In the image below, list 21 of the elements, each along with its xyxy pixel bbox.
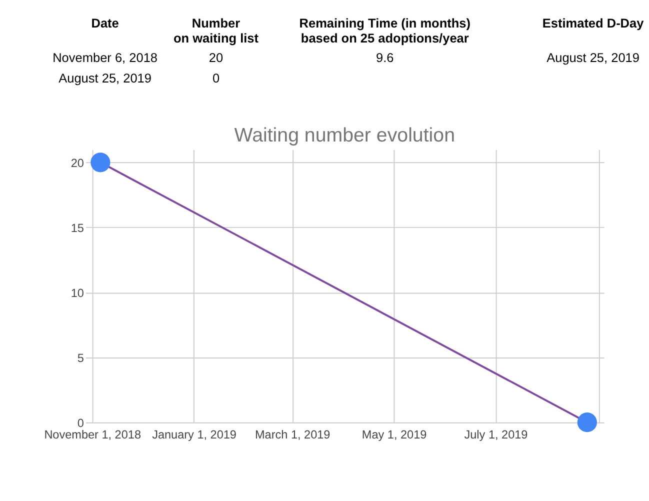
y-tick-label: 10: [70, 286, 84, 300]
text: November 6, 2018: [52, 50, 158, 66]
x-tick-label: March 1, 2019: [255, 428, 330, 442]
x-tick-label: January 1, 2019: [152, 428, 236, 442]
text: Date: [91, 16, 119, 31]
y-tick-label: 20: [70, 156, 84, 170]
x-tick-label: November 1, 2018: [44, 428, 142, 442]
y-tick-label: 0: [77, 416, 84, 430]
x-tick-label: July 1, 2019: [464, 428, 528, 442]
text: 0: [212, 70, 220, 86]
text: August 25, 2019: [546, 50, 640, 66]
text: Estimated D-Day: [542, 16, 645, 31]
chart-title: Waiting number evolution: [234, 124, 455, 147]
text: 20: [208, 50, 224, 66]
y-tick-label: 15: [70, 222, 84, 235]
y-tick-label: 5: [77, 352, 84, 365]
text: Remaining Time (in months) based on 25 adoptions/year: [299, 16, 470, 46]
text: August 25, 2019: [58, 70, 152, 86]
text: 9.6: [376, 50, 394, 66]
x-tick-label: May 1, 2019: [362, 428, 427, 442]
text: Number on waiting list: [174, 16, 260, 46]
